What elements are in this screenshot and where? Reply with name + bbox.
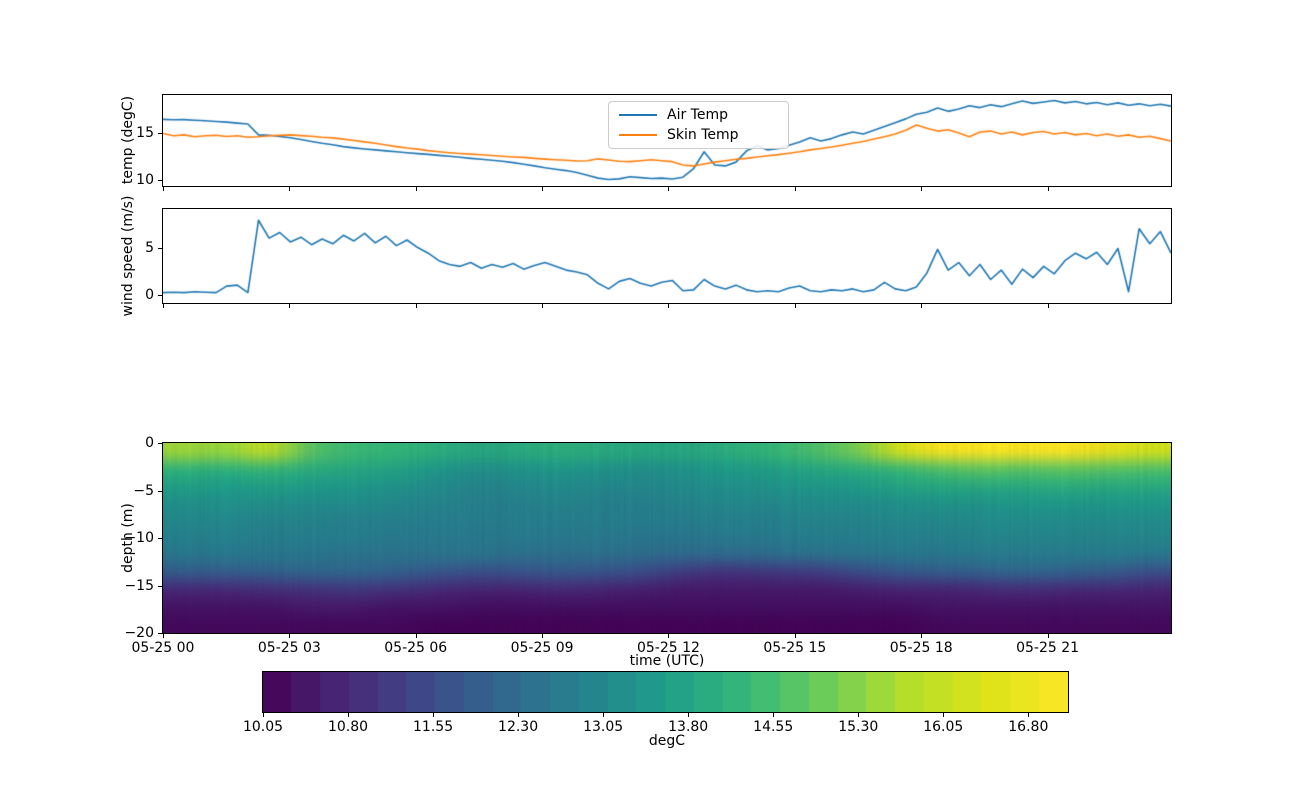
legend: Air Temp Skin Temp bbox=[608, 101, 789, 149]
x-tick-mark bbox=[921, 304, 923, 308]
x-tick-mark bbox=[542, 187, 544, 191]
colorbar-tick-mark bbox=[433, 713, 435, 717]
wind-panel bbox=[162, 208, 1172, 304]
colorbar-tick-label: 15.30 bbox=[838, 719, 879, 735]
x-tick-label: 05-25 12 bbox=[636, 640, 700, 656]
colorbar-tick-mark bbox=[688, 713, 690, 717]
y-tick-label: −5 bbox=[133, 482, 154, 499]
x-tick-mark bbox=[415, 187, 417, 191]
x-tick-mark bbox=[668, 634, 670, 638]
heatmap-canvas bbox=[163, 443, 1171, 633]
y-tick-label: 5 bbox=[145, 239, 154, 256]
x-tick-mark bbox=[289, 634, 291, 638]
x-tick-mark bbox=[668, 304, 670, 308]
y-tick-mark bbox=[158, 443, 162, 444]
x-tick-mark bbox=[289, 187, 291, 191]
x-tick-mark bbox=[163, 187, 164, 191]
x-tick-label: 05-25 15 bbox=[763, 640, 827, 656]
colorbar-canvas bbox=[263, 672, 1068, 712]
colorbar-tick-label: 10.05 bbox=[242, 719, 284, 735]
colorbar-tick-label: 12.30 bbox=[498, 719, 539, 735]
air-temp-line-swatch bbox=[619, 114, 657, 116]
x-tick-label: 05-25 18 bbox=[889, 640, 953, 656]
legend-item-air-temp: Air Temp bbox=[619, 107, 778, 123]
skin-temp-line-swatch bbox=[619, 134, 657, 136]
x-tick-mark bbox=[415, 304, 417, 308]
y-tick-mark bbox=[158, 633, 162, 634]
y-tick-label: 0 bbox=[145, 435, 154, 451]
y-tick-mark bbox=[158, 294, 162, 296]
colorbar-tick-label: 14.55 bbox=[753, 719, 794, 735]
x-tick-mark bbox=[668, 187, 670, 191]
y-tick-label: 15 bbox=[136, 124, 154, 141]
x-tick-label: 05-25 03 bbox=[257, 640, 321, 656]
colorbar-tick-label: 16.80 bbox=[1008, 719, 1049, 735]
x-tick-label: 05-25 21 bbox=[1016, 640, 1080, 656]
y-tick-mark bbox=[158, 247, 162, 249]
y-tick-label: −10 bbox=[124, 530, 154, 546]
depth-temp-heatmap-panel bbox=[162, 442, 1172, 634]
colorbar-tick-mark bbox=[1028, 713, 1030, 717]
x-tick-mark bbox=[1047, 634, 1049, 638]
x-tick-mark bbox=[289, 304, 291, 308]
colorbar-tick-mark bbox=[603, 713, 605, 717]
colorbar-tick-mark bbox=[943, 713, 945, 717]
colorbar-tick-mark bbox=[773, 713, 775, 717]
colorbar-tick-label: 13.05 bbox=[583, 719, 624, 735]
x-tick-mark bbox=[163, 634, 164, 638]
y-tick-label: −20 bbox=[124, 625, 154, 641]
x-tick-label: 05-25 00 bbox=[131, 640, 195, 656]
x-tick-mark bbox=[415, 634, 417, 638]
colorbar-tick-mark bbox=[858, 713, 860, 717]
y-tick-mark bbox=[158, 132, 162, 134]
colorbar-tick-label: 16.05 bbox=[923, 719, 964, 735]
y-tick-label: −15 bbox=[124, 577, 154, 594]
x-tick-mark bbox=[542, 304, 544, 308]
x-tick-mark bbox=[1047, 187, 1049, 191]
colorbar-tick-label: 13.80 bbox=[668, 719, 709, 735]
x-tick-mark bbox=[163, 304, 164, 308]
x-tick-mark bbox=[794, 304, 796, 308]
y-tick-mark bbox=[158, 538, 162, 539]
x-tick-label: 05-25 09 bbox=[510, 640, 574, 656]
y-tick-label: 0 bbox=[145, 286, 154, 303]
colorbar-tick-label: 10.80 bbox=[327, 719, 369, 735]
x-tick-mark bbox=[794, 634, 796, 638]
time-axis-label: time (UTC) bbox=[629, 653, 705, 669]
colorbar-tick-mark bbox=[263, 713, 264, 717]
y-tick-label: 10 bbox=[136, 171, 154, 188]
legend-label-air-temp: Air Temp bbox=[667, 107, 728, 123]
x-tick-mark bbox=[1047, 304, 1049, 308]
colorbar-tick-mark bbox=[518, 713, 520, 717]
colorbar bbox=[262, 671, 1069, 713]
x-tick-mark bbox=[921, 634, 923, 638]
y-tick-mark bbox=[158, 585, 162, 587]
x-tick-mark bbox=[542, 634, 544, 638]
x-tick-mark bbox=[921, 187, 923, 191]
colorbar-tick-mark bbox=[348, 713, 350, 717]
colorbar-tick-label: 11.55 bbox=[413, 719, 454, 735]
x-tick-label: 05-25 06 bbox=[384, 640, 448, 656]
x-tick-mark bbox=[794, 187, 796, 191]
y-tick-mark bbox=[158, 179, 162, 181]
colorbar-label: degC bbox=[648, 733, 686, 749]
legend-label-skin-temp: Skin Temp bbox=[667, 127, 739, 143]
y-tick-mark bbox=[158, 490, 162, 492]
wind-line-canvas bbox=[163, 209, 1171, 303]
legend-item-skin-temp: Skin Temp bbox=[619, 127, 778, 143]
